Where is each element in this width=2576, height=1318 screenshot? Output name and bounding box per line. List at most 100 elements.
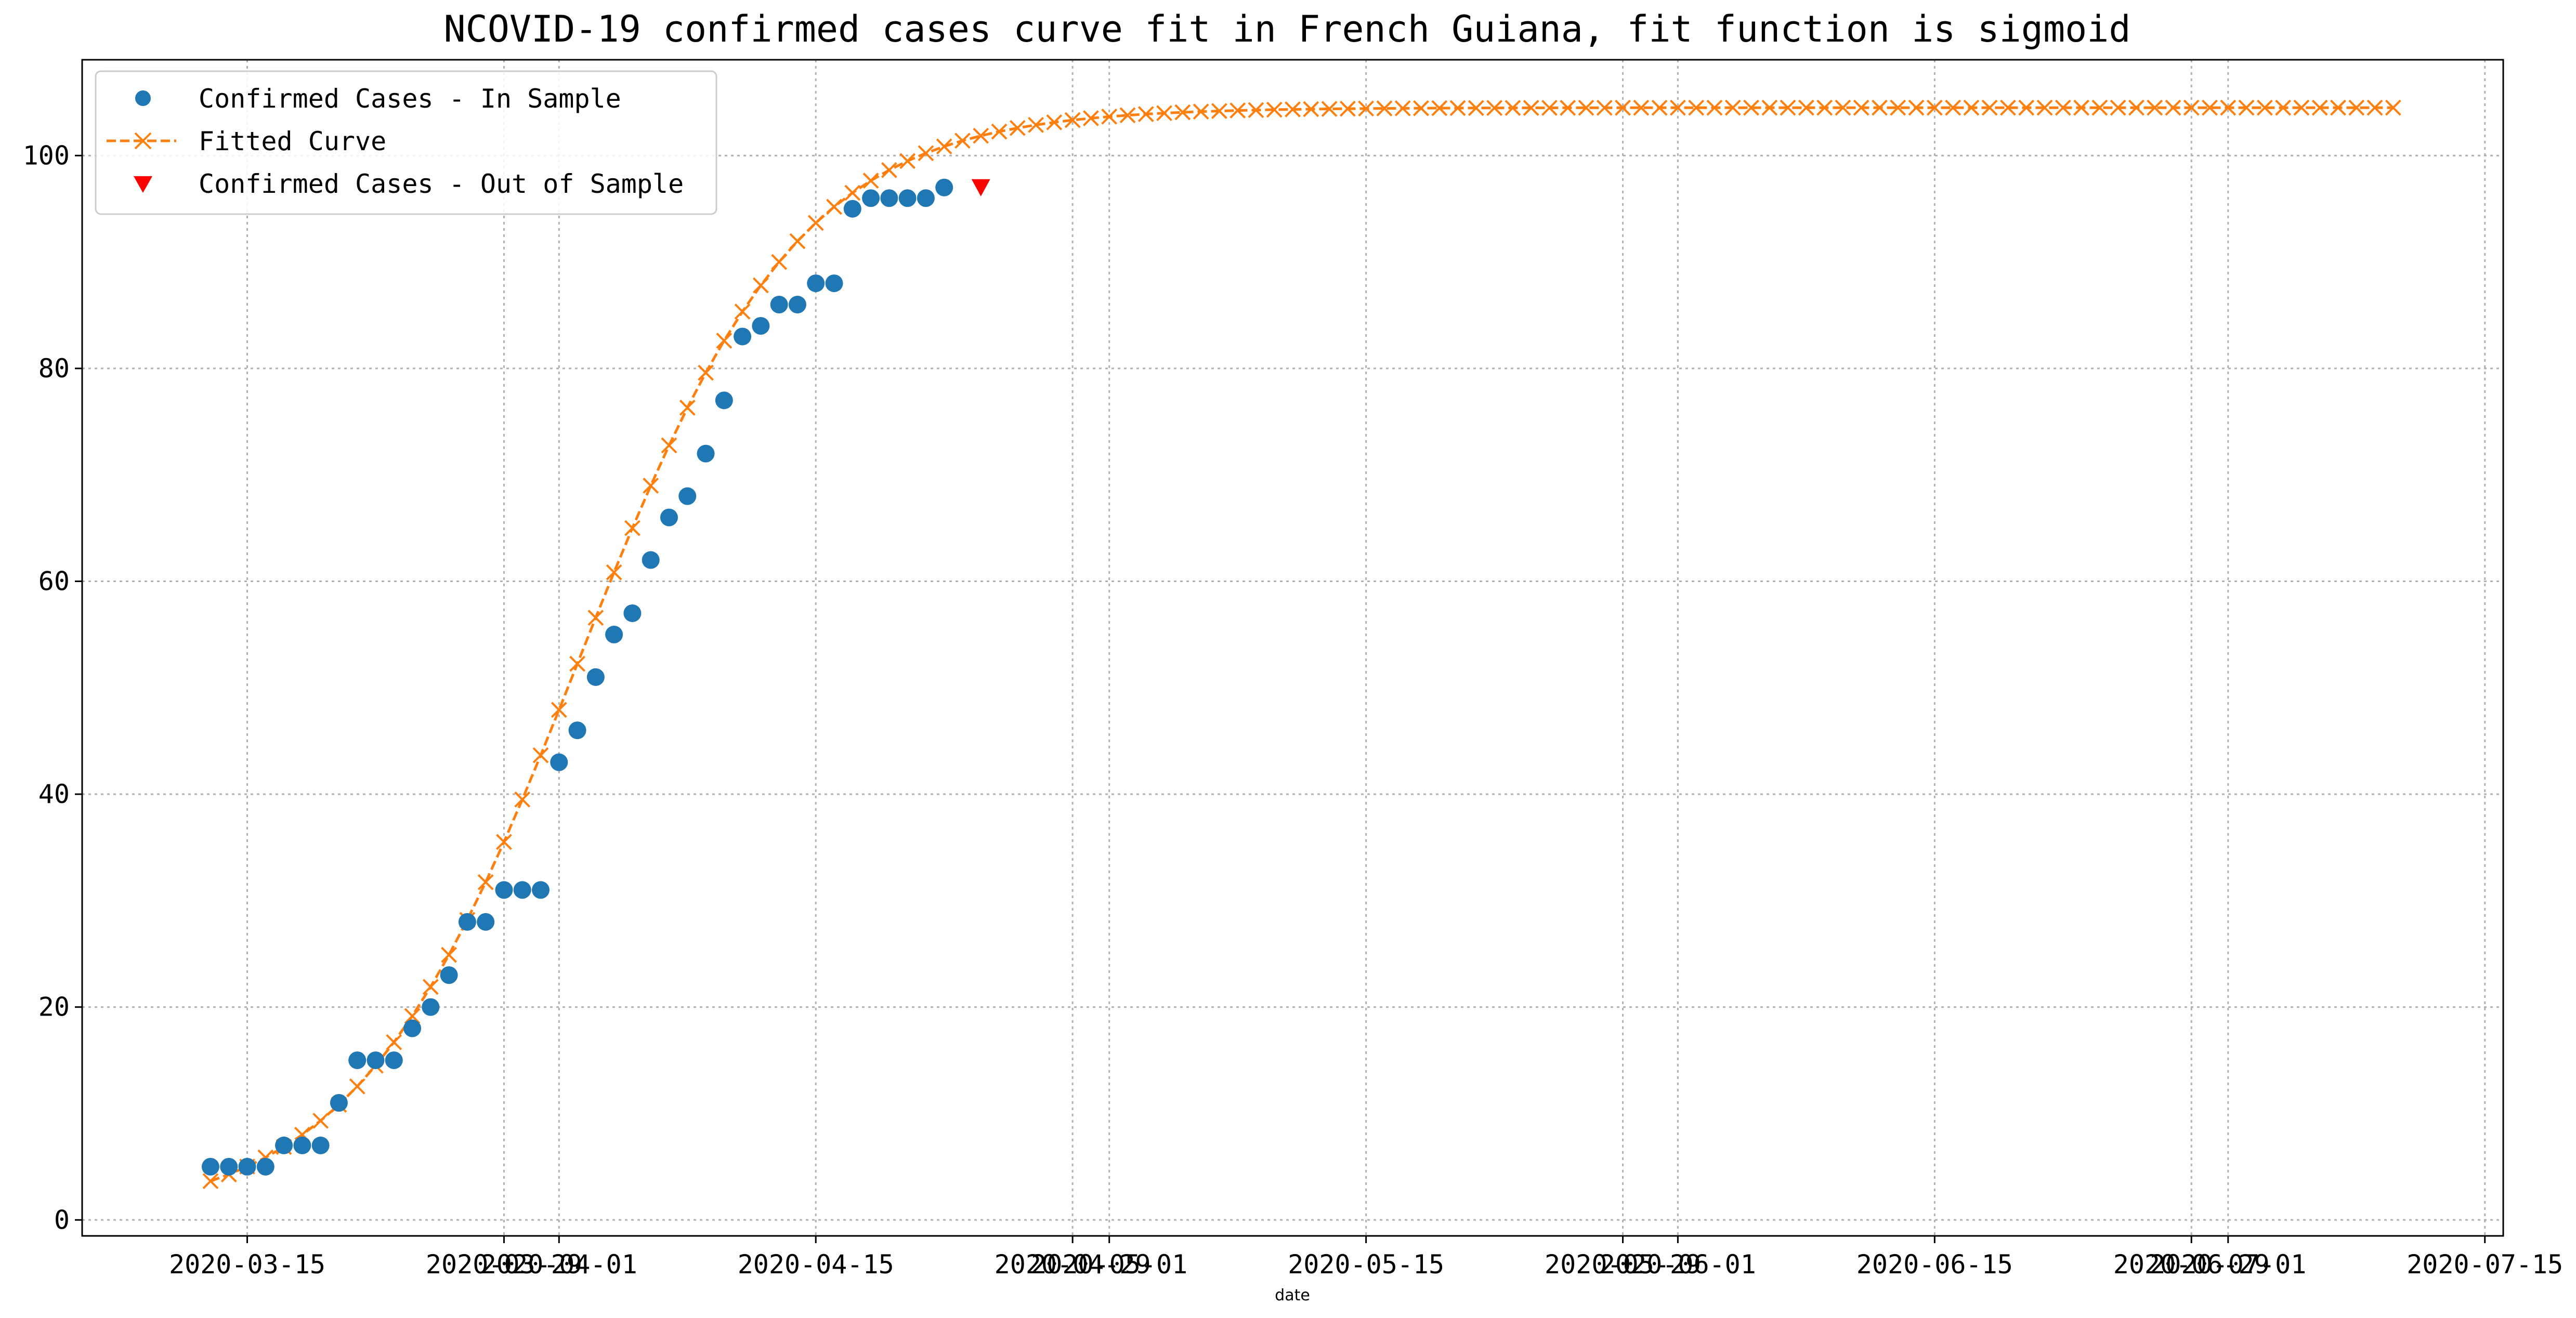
legend-marker-in-sample [135, 90, 151, 106]
fitted-curve-point [2147, 99, 2163, 116]
in-sample-point [642, 551, 660, 569]
plot-frame [81, 59, 2504, 1237]
y-tick-label: 80 [38, 353, 70, 384]
x-tick-label: 2020-03-29 [426, 1249, 582, 1280]
in-sample-point [734, 327, 752, 346]
in-sample-point [935, 178, 953, 196]
in-sample-point [293, 1136, 311, 1154]
plot-background [82, 60, 2503, 1236]
fitted-curve-point [2183, 99, 2200, 116]
y-tick-label: 100 [23, 140, 70, 170]
fitted-curve-point [2385, 99, 2401, 116]
fitted-curve-point [1486, 100, 1502, 116]
in-sample-point [275, 1136, 293, 1154]
fitted-curve-point [807, 215, 824, 231]
fitted-curve-point [2330, 99, 2346, 116]
fitted-curve-point [1706, 99, 1723, 116]
fitted-curve-point [844, 184, 861, 201]
in-sample-point [917, 189, 935, 207]
in-sample-point [550, 753, 568, 771]
fitted-curve-point [1872, 99, 1888, 116]
fitted-curve-point [587, 610, 604, 626]
fitted-curve-point [899, 153, 916, 169]
fitted-curve-point [1890, 99, 1906, 116]
fitted-curve-point [1285, 101, 1301, 117]
plot-area [81, 59, 2504, 1237]
fitted-curve-point [2202, 99, 2218, 116]
fitted-curve-point [441, 946, 457, 963]
fitted-curve-point [1266, 101, 1283, 118]
x-axis-label: date [1275, 1286, 1310, 1304]
fitted-curve-point [1798, 99, 1814, 116]
fitted-curve-point [1248, 102, 1264, 118]
x-tick-label: 2020-04-29 [995, 1249, 1151, 1280]
x-tick-label: 2020-06-29 [2113, 1249, 2270, 1280]
fitted-curve-point [1669, 99, 1686, 116]
fitted-curve-point [2256, 99, 2273, 116]
fitted-curve-point [1211, 103, 1227, 119]
y-tick-label: 40 [38, 779, 70, 809]
in-sample-point [568, 721, 586, 740]
fitted-curve-point [1376, 100, 1393, 117]
fitted-curve-point [1761, 99, 1778, 116]
fitted-curve-point [1578, 99, 1594, 116]
fitted-curve-point [1321, 101, 1338, 117]
fitted-curve-point [1541, 100, 1558, 116]
fitted-curve-point [2293, 99, 2310, 116]
series-layer [201, 99, 2401, 1190]
fitted-curve-point [386, 1034, 402, 1050]
in-sample-point [697, 444, 715, 463]
x-tick-label: 2020-04-01 [481, 1249, 637, 1280]
fitted-curve-point [1468, 100, 1484, 116]
fitted-curve-point [1230, 102, 1246, 118]
fitted-curve-point [2366, 99, 2383, 116]
fitted-curve-point [679, 399, 696, 416]
in-sample-point [880, 189, 898, 207]
y-tick-label: 0 [54, 1205, 70, 1235]
in-sample-point [220, 1157, 238, 1176]
in-sample-point [898, 189, 917, 207]
fitted-curve-point [2018, 99, 2035, 116]
fitted-curve-point [1193, 103, 1209, 120]
fitted-curve-point [973, 127, 989, 144]
in-sample-point [440, 966, 458, 984]
fitted-curve-point [2091, 99, 2108, 116]
x-tick-label: 2020-06-01 [1600, 1249, 1756, 1280]
x-tick-label: 2020-04-15 [738, 1249, 894, 1280]
fitted-curve-point [404, 1008, 421, 1024]
fitted-curve-point [1119, 107, 1136, 124]
fitted-curve-point [661, 437, 677, 454]
fitted-curve-point [1009, 120, 1026, 136]
fitted-curve-point [551, 702, 567, 718]
in-sample-point [403, 1019, 422, 1037]
in-sample-point [238, 1157, 256, 1176]
in-sample-point [788, 296, 806, 314]
in-sample-point [422, 998, 440, 1016]
fitted-curve-point [2128, 99, 2145, 116]
fitted-curve-point [1981, 99, 1998, 116]
y-tick-label: 20 [38, 992, 70, 1022]
grid-layer [82, 60, 2503, 1236]
fitted-curve-point [1651, 99, 1668, 116]
fitted-curve-point [2110, 99, 2126, 116]
fitted-curve-point [1174, 104, 1191, 121]
fitted-curve-point [1816, 99, 1833, 116]
in-sample-point [330, 1094, 348, 1112]
fitted-curve-line [210, 106, 2394, 1182]
in-sample-point [201, 1157, 219, 1176]
fitted-curve-point [1743, 99, 1759, 116]
legend-label-out-of-sample: Confirmed Cases - Out of Sample [199, 169, 684, 199]
fitted-curve-point [1449, 100, 1466, 116]
fitted-curve-point [532, 747, 549, 763]
fitted-curve-point [826, 199, 842, 215]
in-sample-point [495, 881, 513, 899]
fitted-curve-point [2036, 99, 2053, 116]
y-tick-label: 60 [38, 566, 70, 597]
in-sample-point [623, 604, 642, 622]
in-sample-point [678, 487, 697, 505]
fitted-curve-point [2165, 99, 2181, 116]
fitted-curve-point [1835, 99, 1851, 116]
in-sample-point [532, 881, 550, 899]
in-sample-point [843, 200, 861, 218]
